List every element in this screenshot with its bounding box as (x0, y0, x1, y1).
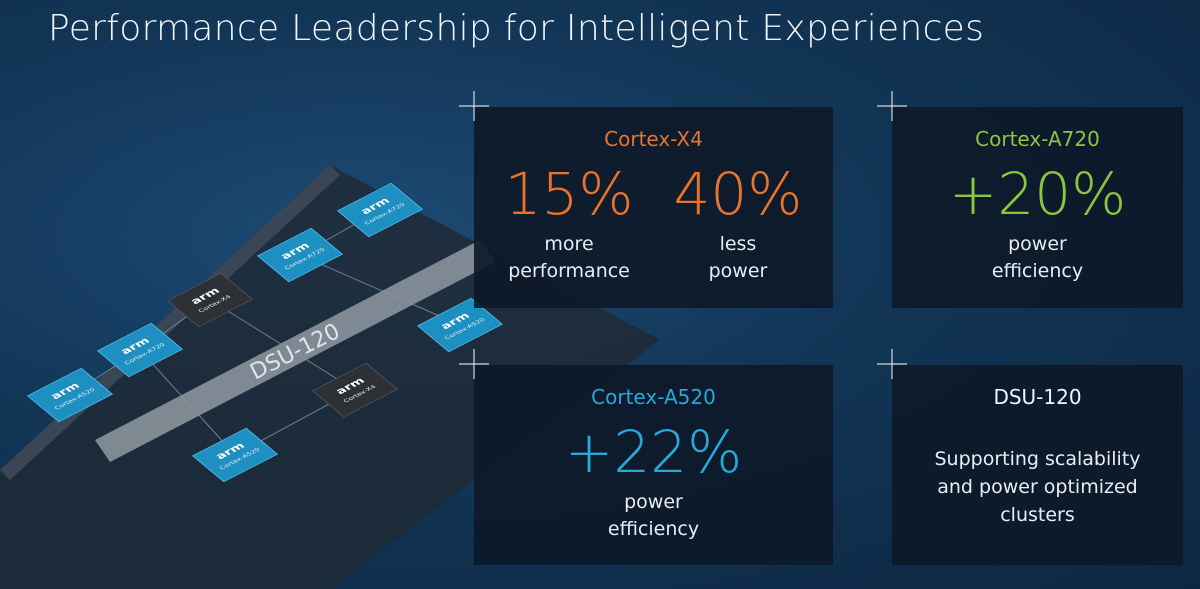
stats: +22% power efficiency (474, 415, 833, 543)
chip-body (96, 322, 184, 378)
card-title: DSU-120 (993, 385, 1082, 409)
stat-caption: power (1008, 233, 1067, 255)
chip-body (256, 227, 344, 283)
stat: 40% less power (674, 157, 803, 285)
chip-body (416, 297, 504, 353)
stat-value: +20% (948, 160, 1127, 228)
card-title: Cortex-A720 (975, 127, 1100, 151)
slide-title: Performance Leadership for Intelligent E… (48, 8, 985, 49)
crosshair (459, 349, 489, 379)
stats: 15% more performance 40% less power (474, 157, 833, 285)
crosshair (459, 91, 489, 121)
stat-value: 15% (504, 160, 634, 228)
stat-value: +22% (564, 418, 743, 486)
stat: +20% power efficiency (949, 157, 1127, 285)
card-title: Cortex-X4 (604, 127, 703, 151)
card: Cortex-X4 15% more performance 40% less … (474, 107, 833, 308)
stat-caption: less (719, 233, 757, 255)
card-text: Supporting scalability and power optimiz… (892, 445, 1183, 529)
crosshair (877, 91, 907, 121)
stat-value: 40% (673, 160, 803, 228)
trace (299, 254, 461, 326)
card: Cortex-A720 +20% power efficiency (892, 107, 1183, 308)
chip-body (26, 367, 114, 423)
text-line: Supporting scalability (934, 448, 1141, 470)
stats: +20% power efficiency (892, 157, 1183, 285)
crosshair (877, 349, 907, 379)
card: DSU-120 Supporting scalability and power… (892, 365, 1183, 565)
card: Cortex-A520 +22% power efficiency (474, 365, 833, 565)
stat: +22% power efficiency (565, 415, 743, 543)
stat-caption: power (624, 491, 683, 513)
stat-caption: efficiency (607, 518, 700, 540)
text-line: and power optimized (937, 476, 1138, 498)
stat-caption: power (708, 260, 768, 282)
chip-body (311, 362, 399, 418)
stat-caption: more (544, 233, 594, 255)
chip-body (336, 182, 424, 238)
stat-caption: efficiency (991, 260, 1084, 282)
chip-body (191, 427, 279, 483)
chip-body (166, 272, 254, 328)
stat: 15% more performance (505, 157, 634, 285)
bus-bar (95, 240, 495, 462)
text-line: clusters (1000, 504, 1075, 526)
stat-caption: performance (508, 260, 630, 282)
card-title: Cortex-A520 (591, 385, 716, 409)
